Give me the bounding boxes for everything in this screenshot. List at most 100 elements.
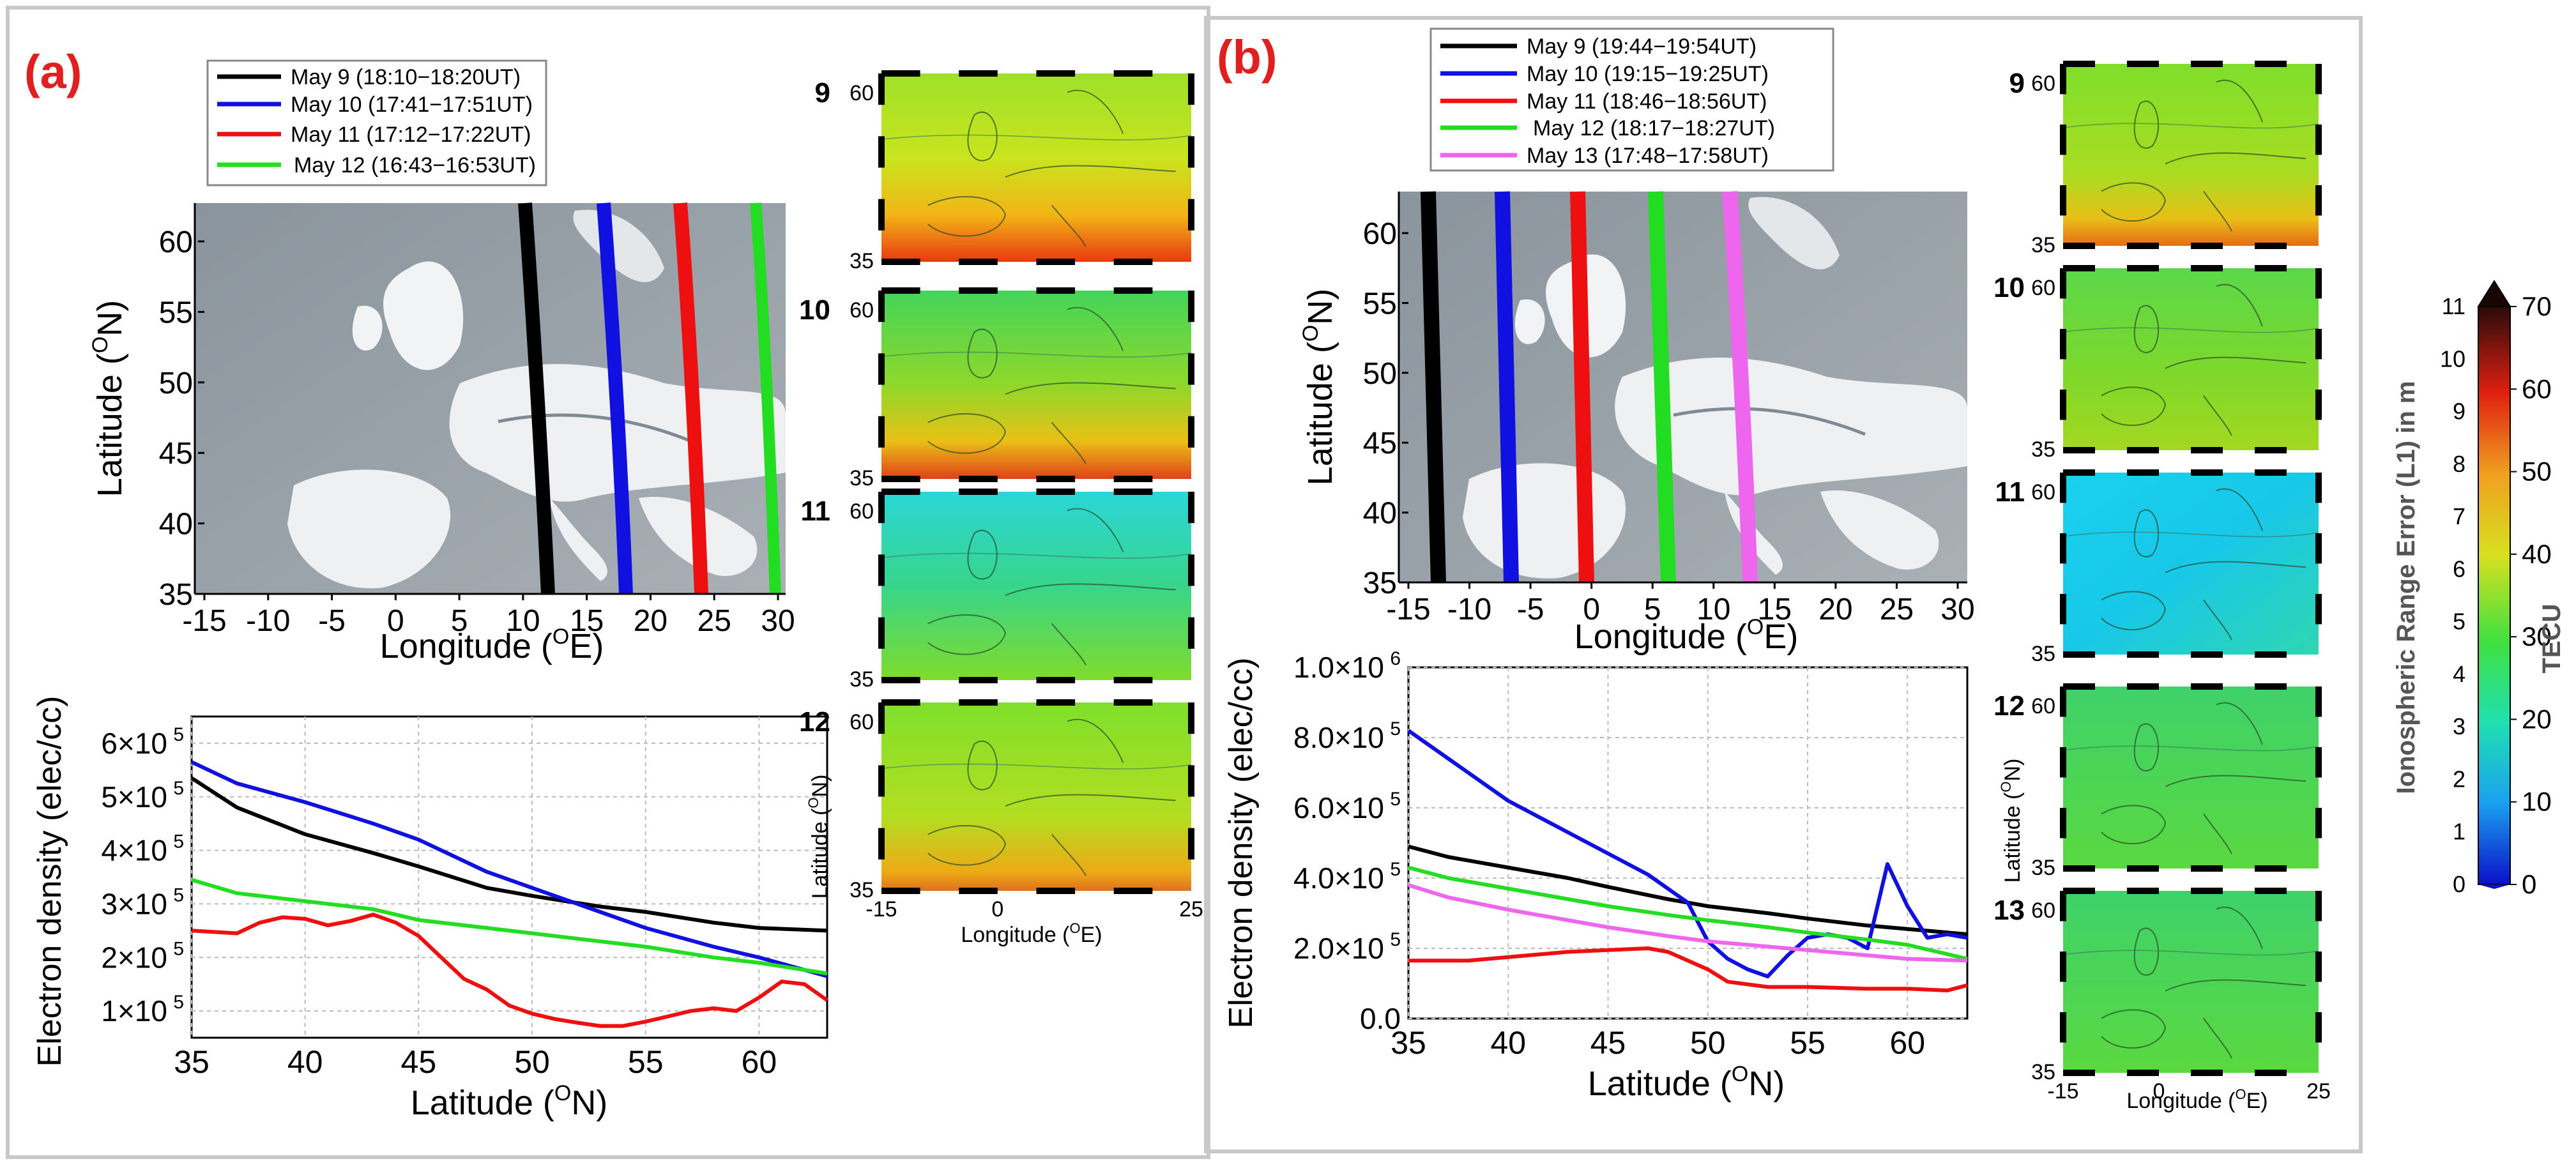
plot-b-xticks: 35 40 45 50 55 60 <box>1391 1025 1925 1061</box>
map-xtick-label: -5 <box>318 604 346 638</box>
map-b-scandinavia <box>1748 197 1840 269</box>
small-map-field <box>881 702 1191 891</box>
legend-b: May 9 (19:44−19:54UT) May 10 (19:15−19:2… <box>1429 27 1834 172</box>
plot-b-frame <box>1407 666 1969 1020</box>
small-map-border-tick <box>1188 416 1194 448</box>
plot-ytick-label: 1×10 <box>101 994 167 1028</box>
small-map-border-tick <box>2191 888 2223 894</box>
map-a <box>194 202 786 595</box>
plot-xtick-label: 40 <box>287 1044 323 1080</box>
small-map-border-tick <box>2191 61 2223 67</box>
track-a-may11 <box>673 202 708 595</box>
map-xtick-label: 5 <box>1644 593 1661 626</box>
small-map-border-tick <box>2063 651 2095 658</box>
colorbar-left-tick: 2 <box>2453 766 2465 792</box>
colorbar-left-tick: 1 <box>2453 819 2465 845</box>
legend-a: May 9 (18:10−18:20UT) May 10 (17:41−17:5… <box>206 59 547 186</box>
plotB-series-1 <box>1407 729 1968 978</box>
small-map-border-tick <box>2315 686 2322 717</box>
plot-ytick-exponent: 5 <box>173 884 184 906</box>
small-map-border-tick <box>1036 70 1076 77</box>
plot-a-series <box>190 760 828 1028</box>
plotB-series-2 <box>1408 946 1968 992</box>
small-map-field <box>881 492 1191 680</box>
plot-a: 35 40 45 50 55 60 1×10 5 2×10 5 3×10 5 4×10 5 5×10 5 6×… <box>101 715 828 1080</box>
plot-ytick-label: 6×10 <box>101 727 167 760</box>
small-map-coastline <box>2101 79 2306 232</box>
plot-a-xticks: 35 40 45 50 55 60 <box>174 1044 777 1080</box>
plot-a-yticks: 1×10 5 2×10 5 3×10 5 4×10 5 5×10 5 6×10 5 <box>101 724 184 1028</box>
small-map-coastline <box>2101 702 2306 854</box>
map-b <box>1398 191 1967 584</box>
small-map-border-tick <box>2255 888 2287 894</box>
small-b-ylabel: Latitude (ON) <box>1998 759 2025 883</box>
small-map-field <box>2063 891 2319 1073</box>
map-a-ireland <box>352 305 383 351</box>
small-map-border-tick <box>959 476 998 482</box>
colorbar-bar <box>2478 306 2511 885</box>
small-map-border-tick <box>2127 1070 2159 1076</box>
map-ytick-label: 45 <box>159 437 193 471</box>
panel-b-label: (b) <box>1217 31 1277 84</box>
small-map-border-tick <box>2127 447 2159 453</box>
small-map-border-tick <box>2191 447 2223 453</box>
small-map-border-tick <box>2255 243 2287 249</box>
small-map-ytick-top: 60 <box>2031 72 2055 96</box>
plot-xtick-label: 35 <box>174 1044 210 1080</box>
small-map-border-tick <box>2255 683 2287 690</box>
small-map-border-tick <box>2127 865 2159 872</box>
small-map-border-tick <box>2063 469 2095 476</box>
small-map-coastline <box>2101 488 2306 641</box>
small-map-ytick-top: 60 <box>850 499 874 524</box>
plotA-series-0 <box>190 776 828 933</box>
small-map-border-tick <box>2060 185 2066 216</box>
map-xtick-label: -15 <box>1386 593 1430 626</box>
small-map-contour <box>881 552 1192 559</box>
plot-ytick-exponent: 5 <box>173 724 184 745</box>
small-map-border-tick <box>2315 533 2322 564</box>
map-xtick-label: 30 <box>761 604 795 638</box>
plotB-series-3 <box>1408 865 1968 961</box>
small-map-border-tick <box>878 702 885 734</box>
small-map-border-tick <box>1188 617 1194 649</box>
track-b-may13 <box>1722 191 1758 583</box>
small-map-11: 11 60 35 <box>800 489 1194 692</box>
map-ytick-label: 45 <box>1363 427 1397 460</box>
small-map-border-tick <box>2063 243 2095 249</box>
colorbar-left-tick: 9 <box>2453 398 2465 425</box>
plot-xtick-label: 55 <box>1790 1025 1825 1061</box>
small-map-border-tick <box>2255 265 2287 271</box>
small-map-border-tick <box>2315 329 2322 360</box>
plot-ytick-label: 3×10 <box>101 887 167 920</box>
track-b-may11 <box>1570 191 1594 583</box>
small-map-border-tick <box>881 699 920 706</box>
small-map-border-tick <box>2255 865 2287 872</box>
small-map-border-tick <box>2315 594 2322 625</box>
small-map-border-tick <box>2060 747 2066 778</box>
small-map-border-tick <box>878 617 885 649</box>
small-map-border-tick <box>2315 268 2322 299</box>
small-map-border-tick <box>878 199 885 231</box>
plot-ytick-exponent: 5 <box>173 938 184 959</box>
small-map-border-tick <box>2063 265 2095 271</box>
track-a-may10 <box>597 202 633 595</box>
small-map-day-label: 11 <box>1995 476 2025 508</box>
plot-xtick-label: 50 <box>1690 1025 1726 1061</box>
small-map-border-tick <box>1036 476 1076 482</box>
small-map-border-tick <box>1113 259 1153 265</box>
map-xtick-label: -10 <box>1447 593 1491 626</box>
small-map-border-tick <box>2315 808 2322 838</box>
map-a-scandinavia <box>573 209 664 282</box>
plot-ytick-exponent: 5 <box>1390 929 1401 950</box>
small-map-ytick-bottom: 35 <box>850 878 874 902</box>
plot-a-ylabel: Electron density (elec/cc) <box>31 696 68 1067</box>
small-map-border-tick <box>959 70 998 77</box>
legend-b-4: May 13 (17:48−17:58UT) <box>1527 144 1769 168</box>
small-map-9: 9 60 35 <box>2009 61 2322 257</box>
small-map-border-tick <box>878 73 885 105</box>
small-map-border-tick <box>878 291 885 322</box>
map-xtick-label: 5 <box>451 604 468 638</box>
small-map-border-tick <box>2315 1012 2322 1043</box>
